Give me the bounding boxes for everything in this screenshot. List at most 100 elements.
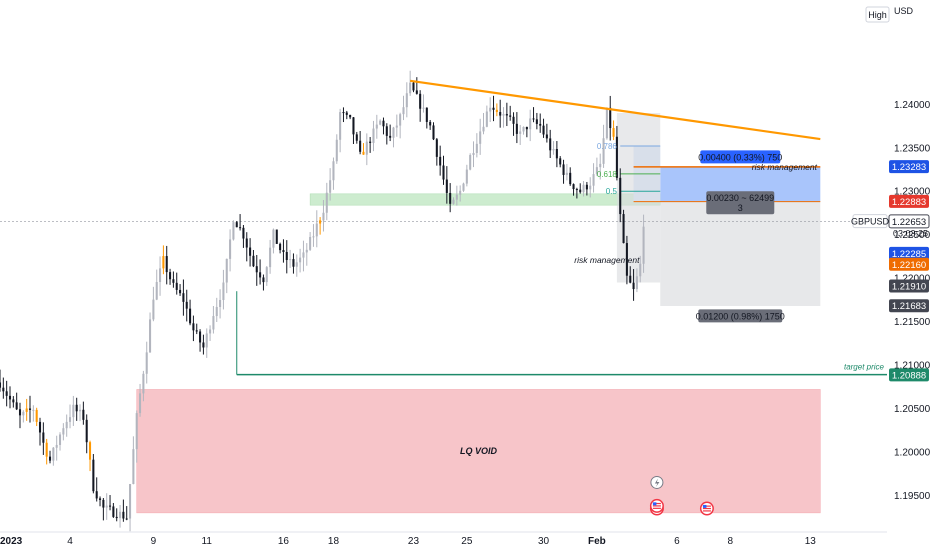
candle-body[interactable] — [5, 391, 8, 396]
candle-body[interactable] — [18, 409, 22, 416]
candle-body[interactable] — [339, 112, 342, 140]
candle-body[interactable] — [535, 119, 538, 124]
candle-body[interactable] — [492, 107, 495, 110]
flash-event-icon[interactable] — [650, 475, 664, 489]
candle-body[interactable] — [28, 408, 32, 410]
candle-body[interactable] — [355, 134, 358, 141]
candle-body[interactable] — [2, 387, 5, 392]
candle-body[interactable] — [419, 93, 422, 109]
candle-body[interactable] — [192, 323, 195, 331]
candle-body[interactable] — [302, 252, 305, 258]
candle-body[interactable] — [425, 107, 428, 122]
candle-body[interactable] — [175, 282, 178, 290]
candle-body[interactable] — [252, 255, 255, 267]
candle-body[interactable] — [459, 190, 462, 195]
candle-body[interactable] — [265, 267, 268, 283]
candle-body[interactable] — [499, 112, 502, 116]
candle-body[interactable] — [102, 499, 105, 508]
candle-body[interactable] — [389, 135, 392, 138]
candle-body[interactable] — [585, 184, 588, 190]
price-axis[interactable]: 1.24000 1.23500 1.23000 1.22500 1.22000 1.215… — [851, 0, 932, 550]
candle-body[interactable] — [539, 123, 542, 126]
candle-body[interactable] — [479, 131, 482, 144]
short-info-box[interactable]: 0.01200 (0.98%) 1750 — [696, 309, 785, 323]
candle-body[interactable] — [395, 125, 398, 128]
candle-body[interactable] — [525, 126, 528, 130]
candle-body[interactable] — [329, 180, 332, 193]
candle-body[interactable] — [229, 239, 232, 259]
candle-body[interactable] — [202, 342, 205, 348]
candle-body[interactable] — [605, 107, 608, 139]
candle-body[interactable] — [145, 352, 148, 374]
candle-body[interactable] — [482, 126, 485, 132]
candle-body[interactable] — [529, 118, 532, 130]
candle-body[interactable] — [335, 139, 338, 162]
resistance-trendline[interactable] — [409, 79, 821, 141]
candle-body[interactable] — [62, 428, 65, 435]
candle-body[interactable] — [275, 229, 278, 244]
candle-body[interactable] — [359, 140, 362, 152]
candle-body[interactable] — [65, 421, 68, 429]
candle-body[interactable] — [519, 131, 522, 134]
candle-body[interactable] — [212, 316, 215, 330]
candle-body[interactable] — [639, 263, 642, 277]
candle-body[interactable] — [505, 114, 508, 116]
candle-body[interactable] — [635, 276, 638, 290]
candle-body[interactable] — [82, 409, 85, 420]
candle-body[interactable] — [409, 82, 412, 94]
candle-body[interactable] — [85, 419, 88, 443]
candle-body[interactable] — [195, 330, 198, 332]
short-position-box[interactable] — [660, 201, 821, 306]
candle-body[interactable] — [8, 395, 12, 400]
candle-body[interactable] — [415, 90, 418, 94]
candle-body[interactable] — [325, 192, 328, 213]
candle-body[interactable] — [322, 212, 325, 221]
candle-body[interactable] — [452, 199, 455, 204]
candle-body[interactable] — [315, 223, 318, 237]
candle-body[interactable] — [262, 277, 265, 283]
candle-body[interactable] — [625, 243, 628, 276]
candle-body[interactable] — [58, 434, 62, 445]
candle-body[interactable] — [489, 107, 492, 112]
candle-body[interactable] — [245, 238, 248, 248]
candle-body[interactable] — [475, 143, 478, 153]
candle-body[interactable] — [182, 293, 185, 302]
candle-body[interactable] — [165, 256, 168, 273]
candle-body[interactable] — [129, 484, 132, 519]
candle-body[interactable] — [469, 155, 472, 170]
candle-body[interactable] — [105, 505, 108, 508]
candle-body[interactable] — [532, 118, 535, 120]
candle-body[interactable] — [159, 268, 162, 283]
candle-body[interactable] — [642, 226, 645, 264]
candle-body[interactable] — [515, 123, 518, 134]
candle-body[interactable] — [259, 272, 262, 278]
candle-body[interactable] — [412, 82, 415, 91]
candle-body[interactable] — [572, 184, 575, 190]
candle-body[interactable] — [185, 301, 188, 309]
candle-body[interactable] — [595, 167, 598, 175]
candle-body[interactable] — [289, 259, 292, 261]
candle-body[interactable] — [222, 282, 225, 300]
candle-body[interactable] — [589, 185, 592, 190]
candle-body[interactable] — [432, 125, 435, 140]
candle-body[interactable] — [305, 249, 308, 253]
candle-body[interactable] — [319, 220, 322, 224]
candle-body[interactable] — [215, 307, 218, 317]
candle-body[interactable] — [22, 411, 25, 416]
candle-body[interactable] — [349, 114, 352, 118]
candle-body[interactable] — [68, 417, 72, 422]
candle-body[interactable] — [462, 183, 465, 191]
candle-body[interactable] — [622, 214, 625, 244]
candle-body[interactable] — [155, 282, 158, 300]
candle-body[interactable] — [399, 114, 402, 126]
candle-body[interactable] — [465, 169, 468, 184]
candle-body[interactable] — [629, 275, 632, 283]
candle-body[interactable] — [405, 93, 408, 108]
candle-body[interactable] — [12, 399, 15, 403]
candle-body[interactable] — [219, 299, 222, 308]
candle-body[interactable] — [565, 172, 568, 175]
candle-body[interactable] — [179, 289, 182, 294]
candle-body[interactable] — [379, 120, 382, 125]
candle-body[interactable] — [559, 158, 562, 165]
